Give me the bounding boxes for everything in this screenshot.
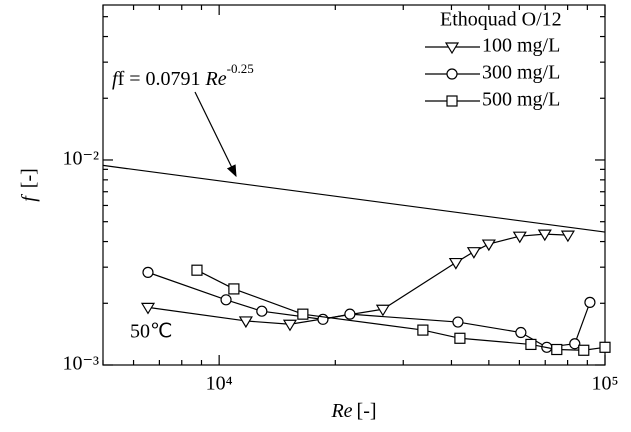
data-point: [584, 296, 596, 308]
data-point: [238, 316, 253, 329]
data-point: [228, 283, 240, 295]
data-point: [569, 338, 581, 350]
annotation-arrow: [194, 91, 237, 178]
legend-label: 100 mg/L: [482, 35, 560, 57]
data-point: [466, 247, 481, 259]
data-point: [525, 338, 537, 351]
y-axis-label: f [-]: [18, 168, 40, 202]
data-point: [452, 316, 464, 328]
data-point: [578, 344, 590, 356]
x-tick-label: 10⁵: [592, 373, 619, 395]
series-line: [147, 233, 568, 325]
data-point: [454, 332, 466, 344]
y-symbol: f: [18, 194, 40, 202]
y-tick-label: 10⁻²: [62, 148, 99, 170]
data-point: [481, 239, 496, 252]
data-point: [537, 229, 552, 242]
ref-symbol: Re: [205, 68, 227, 90]
data-point: [344, 308, 356, 320]
x-tick-label: 10⁴: [206, 373, 233, 395]
x-unit: [-]: [357, 400, 377, 422]
data-point: [448, 257, 463, 270]
data-point: [297, 308, 309, 320]
data-point: [256, 305, 268, 317]
reference-line: [102, 164, 606, 233]
legend-marker: [444, 42, 460, 55]
data-point: [512, 231, 527, 244]
data-point: [282, 319, 298, 332]
data-point: [599, 341, 611, 353]
legend-marker: [446, 68, 458, 80]
data-point: [375, 304, 390, 317]
y-tick-label: 10⁻³: [62, 353, 99, 375]
ref-f: f: [112, 68, 120, 90]
legend-label: 500 mg/L: [482, 89, 560, 111]
data-point: [140, 302, 156, 315]
legend-marker: [446, 95, 458, 107]
data-point: [551, 343, 563, 356]
plot-frame: [102, 4, 606, 366]
x-axis-label: Re [-]: [330, 400, 376, 422]
reference-label: ff = 0.0791 Re-0.25: [112, 61, 254, 90]
y-unit: [-]: [18, 168, 40, 188]
data-point: [220, 294, 232, 306]
ref-exponent: -0.25: [227, 61, 254, 76]
x-symbol: Re: [330, 400, 352, 422]
data-point: [142, 266, 154, 278]
data-point: [191, 264, 203, 276]
condition-label: 50℃: [130, 321, 172, 343]
legend-label: 300 mg/L: [482, 62, 560, 84]
data-point: [417, 324, 429, 336]
data-point: [515, 326, 527, 339]
legend-title: Ethoquad O/12: [440, 9, 562, 31]
ref-text: f = 0.0791: [118, 68, 206, 90]
data-point: [560, 230, 575, 243]
